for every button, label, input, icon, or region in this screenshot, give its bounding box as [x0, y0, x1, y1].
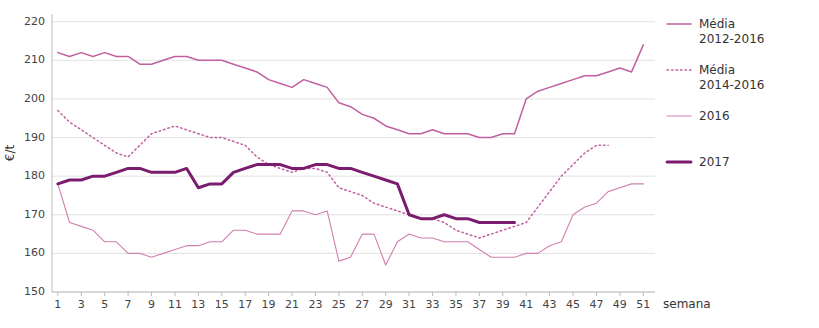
y-tick-label: 170	[24, 208, 45, 221]
y-tick-label: 180	[24, 169, 45, 182]
x-tick-label: 27	[355, 298, 369, 311]
x-tick	[128, 292, 129, 296]
grid-line	[52, 176, 655, 177]
x-tick	[455, 292, 456, 296]
x-tick	[151, 292, 152, 296]
x-tick-label: 1	[54, 298, 61, 311]
x-tick	[409, 292, 410, 296]
x-tick	[479, 292, 480, 296]
legend: Média2012-2016 Média2014-2016 2016 2017	[667, 17, 764, 169]
series-line	[58, 165, 515, 223]
series-line	[58, 184, 643, 265]
x-tick	[596, 292, 597, 296]
legend-label: Média2014-2016	[699, 63, 764, 92]
y-axis-label: €/t	[3, 145, 17, 162]
grid-line	[52, 292, 655, 293]
x-tick	[198, 292, 199, 296]
x-tick-label: 35	[449, 298, 463, 311]
legend-swatch	[667, 115, 691, 116]
grid-line	[52, 21, 655, 22]
x-axis-line	[52, 292, 655, 293]
x-tick	[643, 292, 644, 296]
x-tick-label: 29	[379, 298, 393, 311]
x-tick	[573, 292, 574, 296]
x-tick	[362, 292, 363, 296]
x-tick	[292, 292, 293, 296]
x-tick-label: 47	[589, 298, 603, 311]
legend-swatch	[667, 23, 691, 25]
x-tick	[221, 292, 222, 296]
x-tick-label: 23	[308, 298, 322, 311]
x-tick-label: 7	[125, 298, 132, 311]
grid-line	[52, 60, 655, 61]
y-tick-label: 220	[24, 15, 45, 28]
x-tick-label: 5	[101, 298, 108, 311]
x-tick	[268, 292, 269, 296]
x-tick-label: 13	[191, 298, 205, 311]
x-tick	[619, 292, 620, 296]
legend-swatch	[667, 69, 691, 71]
grid-line	[52, 214, 655, 215]
legend-label: Média2012-2016	[699, 17, 764, 46]
legend-label: 2017	[699, 155, 730, 169]
x-tick-label: 31	[402, 298, 416, 311]
x-tick	[315, 292, 316, 296]
x-tick-label: 33	[426, 298, 440, 311]
x-tick-label: 39	[496, 298, 510, 311]
legend-swatch	[667, 161, 691, 164]
x-tick-label: 3	[78, 298, 85, 311]
x-tick-label: 43	[543, 298, 557, 311]
x-tick-label: 17	[238, 298, 252, 311]
x-tick	[81, 292, 82, 296]
grid-line	[52, 137, 655, 138]
x-tick-label: 25	[332, 298, 346, 311]
x-tick	[57, 292, 58, 296]
x-tick	[338, 292, 339, 296]
x-tick	[245, 292, 246, 296]
y-tick-label: 190	[24, 131, 45, 144]
x-tick	[549, 292, 550, 296]
x-tick-label: 45	[566, 298, 580, 311]
x-tick-label: 37	[472, 298, 486, 311]
x-tick-label: 19	[262, 298, 276, 311]
x-axis-label: semana	[663, 297, 711, 311]
x-tick-label: 15	[215, 298, 229, 311]
x-tick-label: 49	[613, 298, 627, 311]
grid-line	[52, 98, 655, 99]
y-tick-label: 150	[24, 285, 45, 298]
x-tick	[385, 292, 386, 296]
x-tick-label: 11	[168, 298, 182, 311]
x-tick-label: 41	[519, 298, 533, 311]
x-tick-label: 21	[285, 298, 299, 311]
x-tick-label: 51	[636, 298, 650, 311]
series-line	[58, 111, 608, 238]
y-tick-label: 200	[24, 92, 45, 105]
x-tick	[502, 292, 503, 296]
y-axis-line	[52, 14, 53, 292]
y-tick-label: 160	[24, 246, 45, 259]
y-tick-label: 210	[24, 53, 45, 66]
x-tick	[526, 292, 527, 296]
legend-label: 2016	[699, 109, 730, 123]
grid	[52, 22, 655, 292]
plot-area	[58, 45, 643, 265]
x-tick	[432, 292, 433, 296]
x-tick-label: 9	[148, 298, 155, 311]
x-tick	[104, 292, 105, 296]
chart: 1501601701801902002102201357911131517192…	[0, 0, 819, 328]
series-line	[58, 45, 643, 138]
x-tick	[174, 292, 175, 296]
